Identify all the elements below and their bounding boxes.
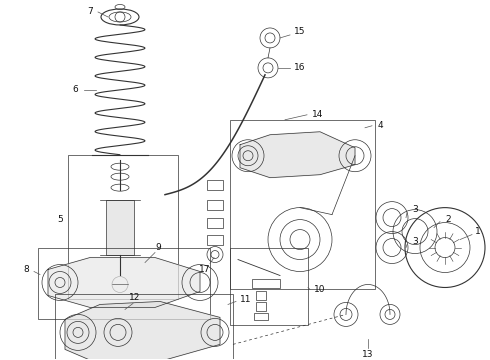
Text: 11: 11	[240, 295, 252, 304]
Bar	[256, 302, 266, 311]
Text: 6: 6	[72, 85, 78, 94]
Bar	[106, 200, 134, 255]
Text: 5: 5	[57, 215, 63, 224]
Bar	[254, 314, 268, 320]
Polygon shape	[48, 257, 200, 307]
Text: 8: 8	[23, 265, 29, 274]
Text: 14: 14	[312, 110, 324, 119]
Text: 12: 12	[129, 293, 141, 302]
Bar	[68, 155, 178, 300]
Polygon shape	[240, 132, 355, 178]
Text: 17: 17	[199, 265, 211, 274]
Text: 4: 4	[377, 121, 383, 130]
Polygon shape	[65, 301, 220, 360]
Text: 2: 2	[445, 215, 451, 224]
Text: 10: 10	[314, 285, 326, 294]
Bar	[207, 180, 223, 190]
Text: 15: 15	[294, 27, 306, 36]
Bar	[207, 235, 223, 244]
Bar	[256, 292, 266, 301]
Bar	[207, 200, 223, 210]
Bar	[55, 294, 233, 360]
Bar	[230, 248, 308, 325]
Bar	[207, 217, 223, 228]
Bar	[38, 248, 210, 319]
Text: 13: 13	[362, 350, 374, 359]
Text: 7: 7	[87, 8, 93, 17]
Bar	[252, 279, 280, 288]
Text: 9: 9	[155, 243, 161, 252]
Text: 1: 1	[475, 227, 481, 236]
Text: 3: 3	[412, 205, 418, 214]
Text: 3: 3	[412, 237, 418, 246]
Bar	[230, 120, 375, 289]
Text: 16: 16	[294, 63, 306, 72]
